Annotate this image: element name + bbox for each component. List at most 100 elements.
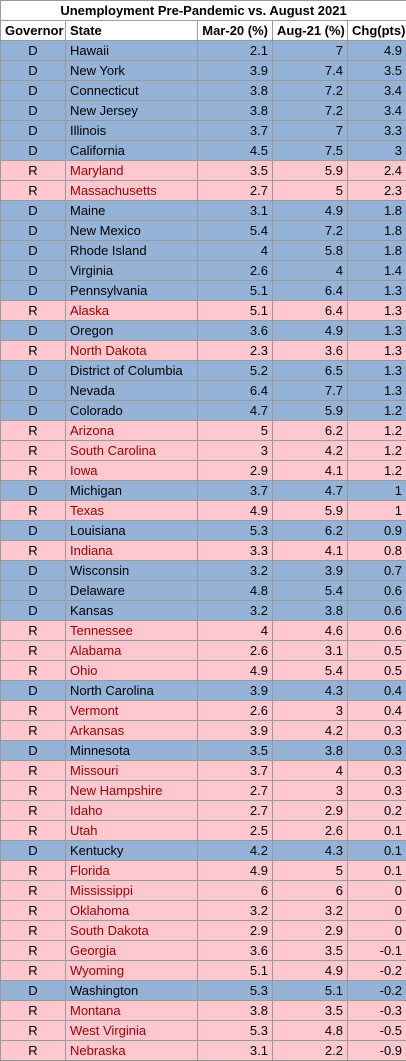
governor-cell: R [0,1040,66,1061]
change-cell: 0.5 [346,640,406,661]
change-cell: 0.1 [346,840,406,861]
mar-20-cell: 5.1 [197,280,273,301]
governor-cell: D [0,280,66,301]
mar-20-cell: 3.1 [197,200,273,221]
mar-20-cell: 5.4 [197,220,273,241]
governor-cell: R [0,900,66,921]
aug-21-cell: 4.1 [272,540,348,561]
governor-cell: R [0,780,66,801]
aug-21-cell: 3 [272,780,348,801]
change-cell: 0 [346,900,406,921]
state-row: R Wyoming 5.1 4.9 -0.2 [0,960,406,981]
governor-cell: R [0,860,66,881]
mar-20-cell: 3.9 [197,720,273,741]
governor-cell: D [0,580,66,601]
aug-21-cell: 7.4 [272,60,348,81]
change-cell: 3.4 [346,100,406,121]
mar-20-cell: 2.9 [197,460,273,481]
governor-cell: D [0,260,66,281]
mar-20-cell: 3.2 [197,900,273,921]
state-cell: Nevada [65,380,198,401]
mar-20-cell: 3.1 [197,1040,273,1061]
mar-20-cell: 3.2 [197,600,273,621]
state-row: R Texas 4.9 5.9 1 [0,500,406,521]
state-row: R Utah 2.5 2.6 0.1 [0,820,406,841]
aug-21-cell: 5 [272,180,348,201]
governor-cell: R [0,500,66,521]
governor-cell: D [0,980,66,1001]
aug-21-cell: 7 [272,120,348,141]
state-row: R Iowa 2.9 4.1 1.2 [0,460,406,481]
state-cell: California [65,140,198,161]
column-header: Mar-20 (%) [197,20,273,41]
aug-21-cell: 7 [272,40,348,61]
governor-cell: D [0,40,66,61]
change-cell: 0.2 [346,800,406,821]
aug-21-cell: 2.9 [272,800,348,821]
governor-cell: R [0,460,66,481]
state-cell: South Carolina [65,440,198,461]
aug-21-cell: 3.1 [272,640,348,661]
aug-21-cell: 7.7 [272,380,348,401]
state-row: D Kansas 3.2 3.8 0.6 [0,600,406,621]
change-cell: 0.7 [346,560,406,581]
mar-20-cell: 3.9 [197,60,273,81]
state-row: R Missouri 3.7 4 0.3 [0,760,406,781]
state-row: D Michigan 3.7 4.7 1 [0,480,406,501]
state-cell: Mississippi [65,880,198,901]
state-cell: Utah [65,820,198,841]
state-row: R Florida 4.9 5 0.1 [0,860,406,881]
state-row: D Kentucky 4.2 4.3 0.1 [0,840,406,861]
change-cell: -0.1 [346,940,406,961]
state-cell: North Dakota [65,340,198,361]
change-cell: 0.3 [346,760,406,781]
governor-cell: D [0,200,66,221]
mar-20-cell: 5.2 [197,360,273,381]
state-cell: Hawaii [65,40,198,61]
title-row: Unemployment Pre-Pandemic vs. August 202… [0,0,406,21]
change-cell: 0.8 [346,540,406,561]
state-cell: Massachusetts [65,180,198,201]
mar-20-cell: 3.5 [197,740,273,761]
state-cell: Connecticut [65,80,198,101]
change-cell: 1.2 [346,460,406,481]
mar-20-cell: 2.5 [197,820,273,841]
state-row: D Hawaii 2.1 7 4.9 [0,40,406,61]
aug-21-cell: 6.2 [272,420,348,441]
state-row: D Minnesota 3.5 3.8 0.3 [0,740,406,761]
state-cell: Texas [65,500,198,521]
change-cell: -0.2 [346,960,406,981]
state-row: D Nevada 6.4 7.7 1.3 [0,380,406,401]
governor-cell: D [0,600,66,621]
change-cell: 0 [346,920,406,941]
governor-cell: D [0,220,66,241]
governor-cell: R [0,180,66,201]
state-cell: Georgia [65,940,198,961]
governor-cell: R [0,800,66,821]
change-cell: 1.3 [346,280,406,301]
change-cell: 1 [346,500,406,521]
governor-cell: R [0,340,66,361]
governor-cell: D [0,740,66,761]
mar-20-cell: 3.2 [197,560,273,581]
governor-cell: D [0,80,66,101]
state-row: D Maine 3.1 4.9 1.8 [0,200,406,221]
aug-21-cell: 4.2 [272,720,348,741]
state-row: D Illinois 3.7 7 3.3 [0,120,406,141]
aug-21-cell: 7.2 [272,100,348,121]
mar-20-cell: 2.7 [197,780,273,801]
mar-20-cell: 4 [197,240,273,261]
mar-20-cell: 2.6 [197,700,273,721]
state-cell: New Jersey [65,100,198,121]
mar-20-cell: 4.9 [197,660,273,681]
state-row: D New York 3.9 7.4 3.5 [0,60,406,81]
aug-21-cell: 5.1 [272,980,348,1001]
state-cell: Alabama [65,640,198,661]
state-row: R Idaho 2.7 2.9 0.2 [0,800,406,821]
mar-20-cell: 3.7 [197,760,273,781]
mar-20-cell: 4.9 [197,500,273,521]
governor-cell: R [0,700,66,721]
state-row: D North Carolina 3.9 4.3 0.4 [0,680,406,701]
governor-cell: D [0,120,66,141]
